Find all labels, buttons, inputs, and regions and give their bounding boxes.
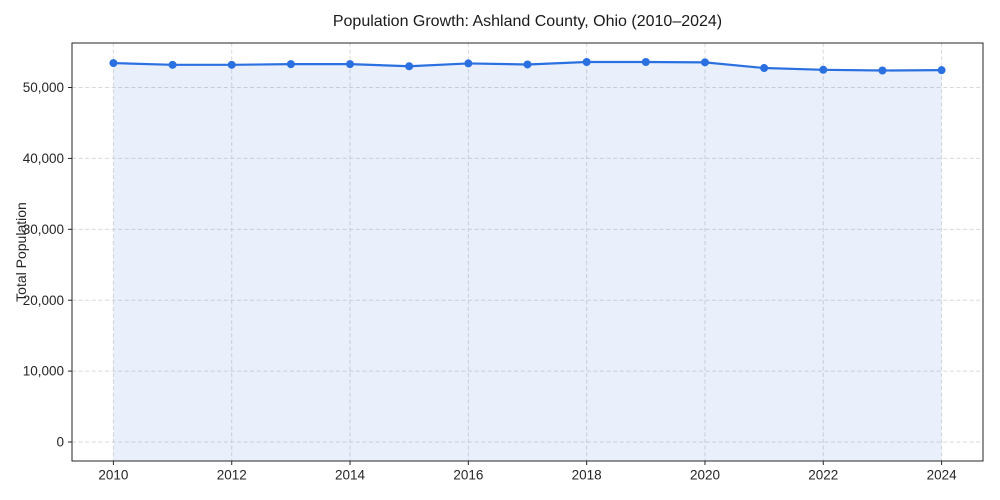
x-tick-label: 2020 — [690, 468, 720, 483]
y-tick-label: 30,000 — [23, 222, 64, 237]
area-fill — [113, 62, 942, 461]
data-point-marker — [346, 60, 355, 69]
x-tick-label: 2024 — [927, 468, 958, 483]
data-point-marker — [523, 60, 532, 69]
x-tick-label: 2016 — [453, 468, 483, 483]
chart-title: Population Growth: Ashland County, Ohio … — [332, 13, 723, 30]
data-point-marker — [582, 58, 591, 66]
x-tick-label: 2022 — [808, 468, 838, 483]
y-tick-label: 0 — [56, 435, 64, 450]
y-tick-label: 50,000 — [23, 80, 64, 95]
data-point-marker — [227, 60, 236, 69]
data-point-marker — [464, 59, 473, 68]
data-point-marker — [286, 60, 295, 69]
data-point-marker — [700, 58, 709, 67]
x-tick-label: 2018 — [572, 468, 602, 483]
y-tick-label: 20,000 — [23, 293, 64, 308]
data-point-marker — [819, 65, 828, 74]
y-tick-label: 10,000 — [23, 364, 64, 379]
data-point-marker — [937, 66, 946, 75]
data-point-marker — [878, 66, 887, 75]
data-point-marker — [109, 59, 118, 68]
x-tick-label: 2012 — [217, 468, 247, 483]
data-point-marker — [405, 62, 414, 71]
x-tick-label: 2010 — [98, 468, 128, 483]
y-tick-label: 40,000 — [23, 151, 64, 166]
axes-border — [71, 42, 984, 462]
data-point-marker — [760, 64, 769, 73]
data-point-marker — [641, 58, 650, 66]
data-point-marker — [168, 60, 177, 69]
x-tick-label: 2014 — [335, 468, 366, 483]
